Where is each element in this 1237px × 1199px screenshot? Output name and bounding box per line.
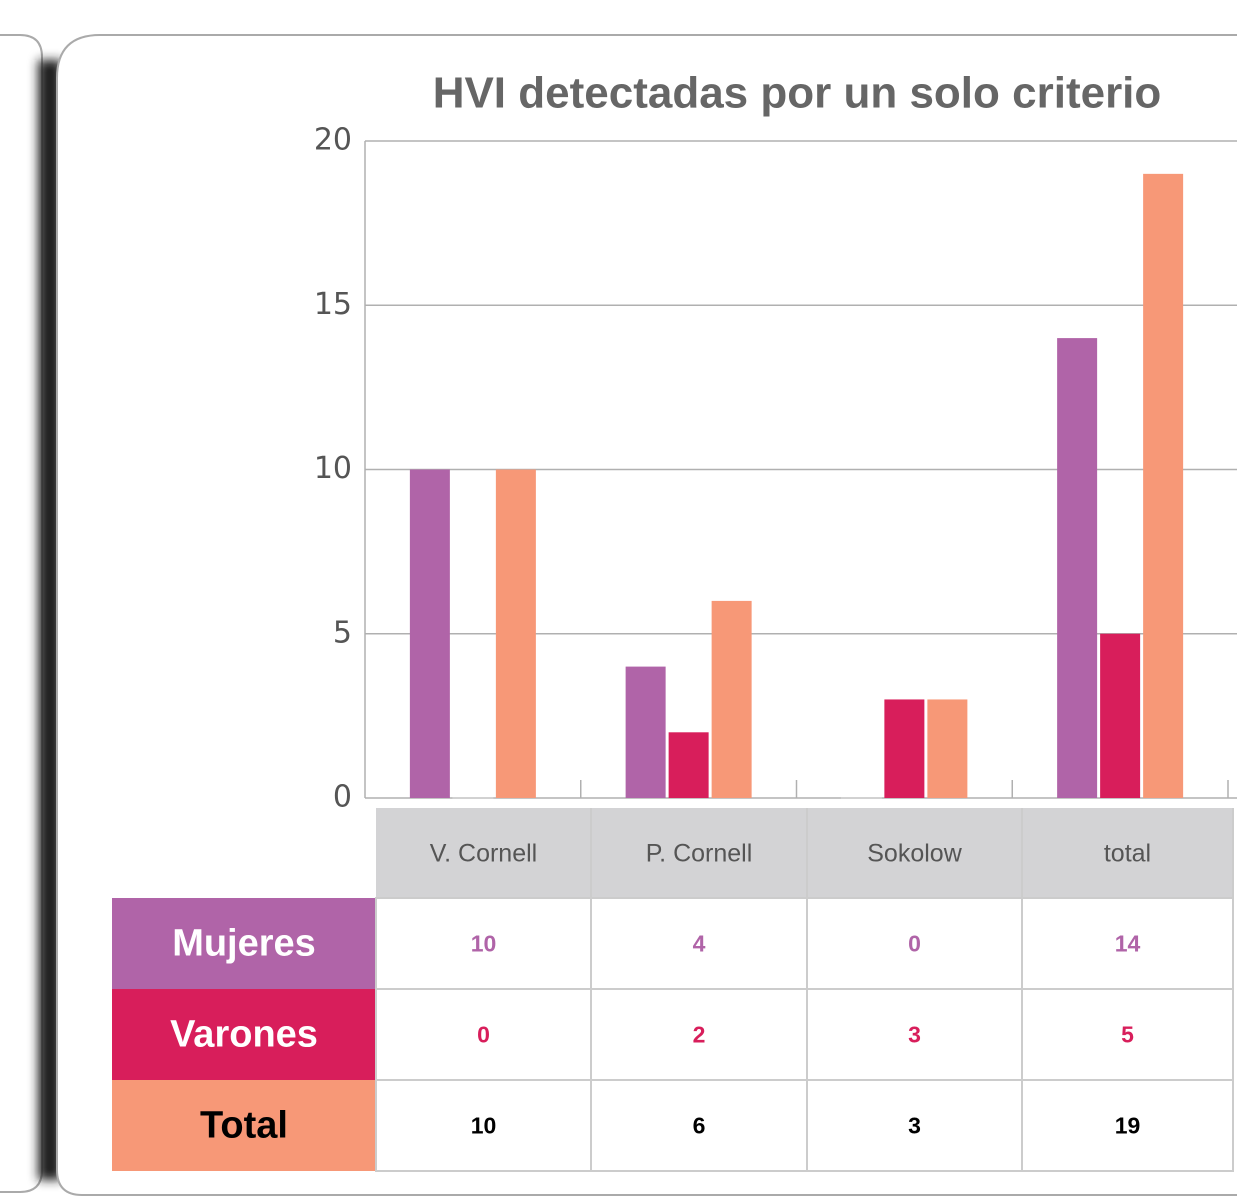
category-label: Sokolow <box>867 840 962 868</box>
legend-cell <box>112 1080 376 1171</box>
bar <box>927 699 968 798</box>
legend-label: Mujeres <box>172 923 316 965</box>
bar <box>711 600 752 798</box>
bar <box>1143 173 1184 799</box>
table-value: 3 <box>908 1022 921 1048</box>
legend-label: Total <box>200 1105 288 1147</box>
table-value: 19 <box>1115 1113 1141 1139</box>
y-tick-label: 10 <box>314 451 352 486</box>
table-row <box>375 988 1234 1081</box>
table-value: 2 <box>693 1022 706 1048</box>
table-header-bg <box>376 808 1233 898</box>
bar <box>495 469 536 798</box>
table-row <box>375 1079 1234 1172</box>
y-tick-label: 0 <box>333 780 352 815</box>
table-value: 5 <box>1121 1022 1134 1048</box>
category-label: V. Cornell <box>430 840 537 868</box>
bar <box>625 666 666 798</box>
bar <box>668 732 709 798</box>
table-row <box>375 897 1234 990</box>
table-value: 4 <box>693 931 706 957</box>
legend-cell <box>112 898 376 989</box>
table-value: 10 <box>471 931 497 957</box>
category-label: P. Cornell <box>646 840 753 868</box>
category-label: total <box>1104 840 1151 868</box>
legend-cell <box>112 989 376 1080</box>
side-panel <box>0 34 43 1193</box>
table-value: 14 <box>1115 931 1141 957</box>
y-tick-label: 15 <box>314 287 352 322</box>
legend-label: Varones <box>170 1014 318 1056</box>
bar <box>409 469 450 798</box>
table-value: 0 <box>908 931 921 957</box>
bar <box>1057 338 1098 798</box>
y-tick-label: 5 <box>333 615 352 650</box>
table-value: 6 <box>693 1113 706 1139</box>
bar <box>884 699 925 798</box>
table-value: 10 <box>471 1113 497 1139</box>
table-value: 0 <box>477 1022 490 1048</box>
y-tick-label: 20 <box>314 123 352 158</box>
table-value: 3 <box>908 1113 921 1139</box>
bar <box>1100 633 1141 798</box>
chart-title: HVI detectadas por un solo criterio <box>433 69 1162 118</box>
